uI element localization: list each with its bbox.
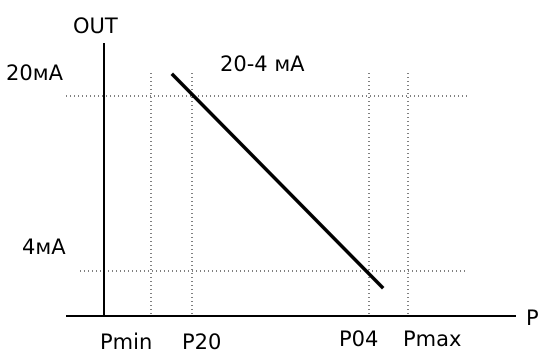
level-label-20ma: 20мА — [6, 61, 64, 85]
x-mark-p20: P20 — [182, 330, 221, 354]
output-line — [170, 72, 385, 290]
x-mark-p04: P04 — [339, 327, 378, 351]
x-mark-pmax: Pmax — [403, 327, 461, 351]
line-label: 20-4 мА — [220, 52, 305, 76]
y-axis-label: OUT — [73, 14, 118, 38]
level-label-4ma: 4мА — [22, 235, 66, 259]
x-axis-label: P — [526, 306, 539, 330]
x-mark-pmin: Pmin — [100, 330, 152, 354]
